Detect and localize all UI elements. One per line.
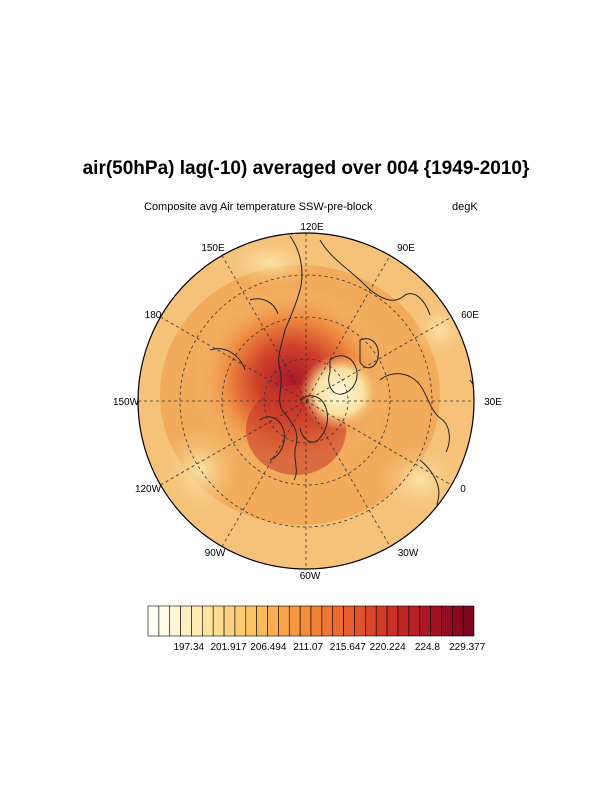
lon-label-0: 0 [460, 484, 466, 495]
colorbar-swatch [158, 605, 171, 637]
lon-label-90e: 90E [397, 243, 415, 254]
lon-label-90w: 90W [205, 548, 226, 559]
colorbar-swatch [310, 605, 323, 637]
colorbar-swatch [343, 605, 355, 637]
colorbar-swatch [419, 605, 431, 637]
colorbar-swatch [365, 605, 377, 637]
lon-label-60e: 60E [461, 310, 479, 321]
map-boundary [137, 232, 475, 570]
colorbar-swatch [288, 605, 301, 637]
lon-label-60w: 60W [300, 571, 321, 582]
longitude-labels: 120E 90E 60E 30E 0 30W 60W 90W 120W 150W… [113, 222, 502, 582]
lon-label-180: 180 [145, 310, 162, 321]
colorbar-tick-label: 201.917 [210, 642, 247, 653]
colorbar-swatch [234, 605, 247, 637]
lat-lon-grid [138, 233, 474, 569]
colorbar-swatch [180, 605, 192, 637]
lon-label-120w: 120W [135, 484, 162, 495]
colorbar-swatch [462, 605, 475, 637]
plot-title: air(50hPa) lag(-10) averaged over 004 {1… [82, 158, 530, 179]
colorbar [147, 605, 475, 637]
colorbar-swatch [223, 605, 236, 637]
colorbar-swatch [408, 605, 420, 637]
colorbar-swatch [147, 605, 160, 637]
colorbar-swatch [299, 605, 312, 637]
colorbar-swatch [267, 605, 279, 637]
plot-subtitle-left: Composite avg Air temperature SSW-pre-bl… [144, 201, 373, 213]
colorbar-tick-label: 211.07 [293, 642, 323, 653]
colorbar-swatch [202, 605, 214, 637]
lon-label-120e: 120E [300, 222, 324, 233]
colorbar-swatch [386, 605, 399, 637]
colorbar-swatch [278, 605, 290, 637]
colorbar-tick-labels: 197.34 201.917 206.494 211.07 215.647 220.224… [174, 642, 486, 653]
colorbar-tick-label: 220.224 [370, 642, 407, 653]
colorbar-swatch [245, 605, 257, 637]
plot-subtitle-right: degK [452, 201, 478, 213]
colorbar-swatch [212, 605, 225, 637]
lon-label-30e: 30E [484, 397, 502, 408]
lon-label-150w: 150W [113, 397, 140, 408]
colorbar-swatch [191, 605, 203, 637]
colorbar-swatch [332, 605, 344, 637]
lon-label-30w: 30W [398, 548, 419, 559]
colorbar-tick-label: 197.34 [174, 642, 205, 653]
colorbar-swatch [256, 605, 268, 637]
colorbar-tick-label: 224.8 [415, 642, 440, 653]
colorbar-swatch [375, 605, 388, 637]
colorbar-tick-label: 206.494 [250, 642, 287, 653]
colorbar-swatch [397, 605, 410, 637]
coastlines [209, 235, 474, 546]
colorbar-swatch [169, 605, 181, 637]
colorbar-swatch [451, 605, 464, 637]
colorbar-swatch [430, 605, 442, 637]
colorbar-swatch [441, 605, 453, 637]
colorbar-tick-label: 215.647 [330, 642, 367, 653]
colorbar-swatch [321, 605, 334, 637]
lon-label-150e: 150E [201, 243, 225, 254]
colorbar-tick-label: 229.377 [449, 642, 486, 653]
colorbar-swatch [354, 605, 366, 637]
